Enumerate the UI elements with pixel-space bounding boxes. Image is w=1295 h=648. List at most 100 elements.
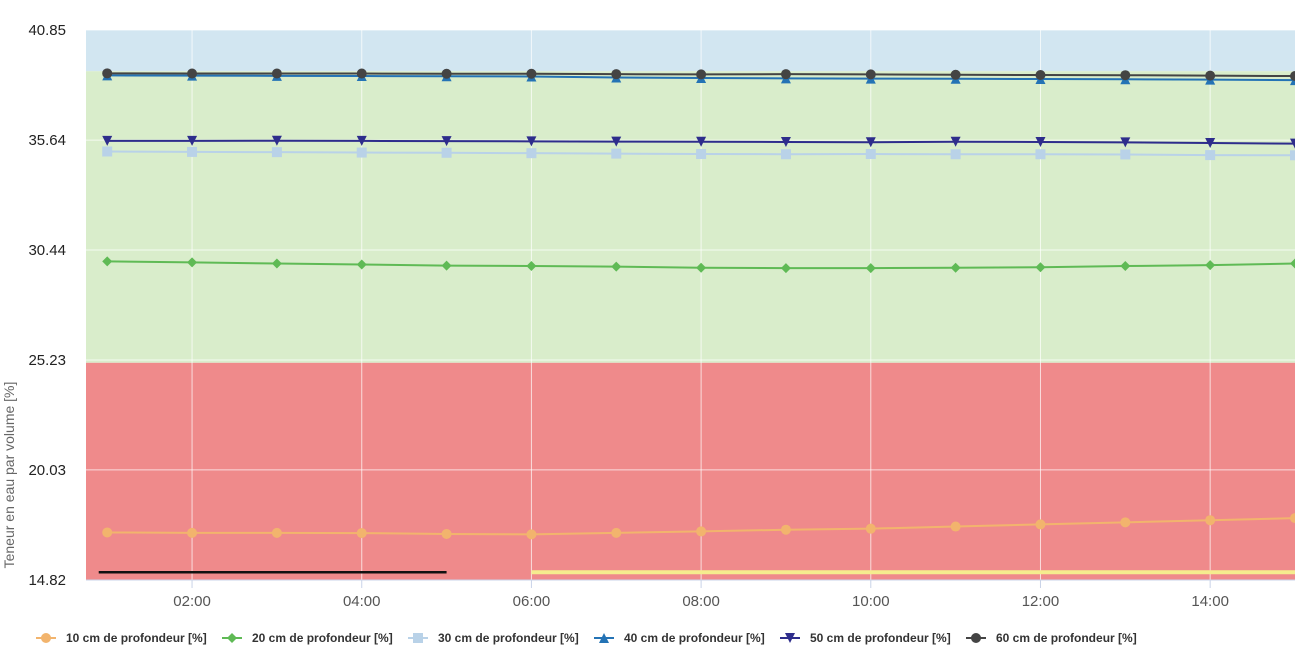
data-point — [526, 261, 537, 272]
data-point — [1035, 262, 1046, 273]
data-point — [187, 146, 198, 157]
legend-item-6: 60 cm de profondeur [%] — [966, 631, 1137, 645]
data-point — [1035, 149, 1046, 160]
data-point — [441, 147, 452, 158]
legend-label: 40 cm de profondeur [%] — [624, 631, 765, 645]
data-point — [696, 136, 707, 147]
data-point — [102, 256, 113, 267]
data-point — [441, 528, 452, 539]
data-point — [1290, 138, 1295, 149]
y-tick-label: 20.03 — [28, 462, 66, 479]
data-point — [611, 148, 622, 159]
data-point — [780, 136, 791, 147]
legend-label: 60 cm de profondeur [%] — [996, 631, 1137, 645]
data-point — [187, 257, 198, 268]
x-tick-label: 08:00 — [682, 593, 720, 610]
data-point — [271, 527, 282, 538]
legend-marker — [41, 633, 51, 643]
data-point — [865, 137, 876, 148]
threshold-bands — [86, 30, 1295, 580]
data-point — [187, 527, 198, 538]
legend-item-1: 10 cm de profondeur [%] — [36, 631, 207, 645]
data-point — [865, 523, 876, 534]
data-point — [1120, 70, 1131, 81]
x-tick-label: 04:00 — [343, 593, 381, 610]
data-point — [356, 528, 367, 539]
y-tick-label: 35.64 — [28, 132, 66, 149]
legend-label: 20 cm de profondeur [%] — [252, 631, 393, 645]
series-2 — [102, 256, 1295, 274]
data-point — [102, 146, 113, 157]
data-point — [1205, 70, 1216, 81]
data-point — [780, 149, 791, 160]
data-point — [441, 260, 452, 271]
data-point — [780, 69, 791, 80]
data-point — [1035, 136, 1046, 147]
data-point — [1290, 150, 1295, 161]
data-point — [1205, 138, 1216, 149]
series-1 — [102, 513, 1295, 540]
y-tick-label: 40.85 — [28, 22, 66, 39]
data-point — [611, 261, 622, 272]
x-tick-label: 02:00 — [173, 593, 211, 610]
data-point — [271, 147, 282, 158]
x-tick-label: 10:00 — [852, 593, 890, 610]
data-point — [950, 136, 961, 147]
data-point — [441, 136, 452, 147]
data-point — [1290, 75, 1295, 86]
y-tick-label: 30.44 — [28, 242, 66, 259]
data-point — [526, 136, 537, 147]
y-tick-label: 25.23 — [28, 352, 66, 369]
data-point — [356, 68, 367, 79]
x-axis: 02:00 04:00 06:00 08:00 10:00 12:00 14:00 — [86, 579, 1295, 610]
legend-label: 30 cm de profondeur [%] — [438, 631, 579, 645]
legend-marker — [785, 633, 795, 643]
data-point — [611, 69, 622, 80]
data-point — [1205, 260, 1216, 271]
data-point — [1120, 137, 1131, 148]
band-1 — [86, 71, 1295, 363]
data-point — [102, 68, 113, 79]
y-tick-label: 14.82 — [28, 572, 66, 589]
x-tick-label: 12:00 — [1022, 593, 1060, 610]
data-point — [102, 527, 113, 538]
x-tick-label: 14:00 — [1191, 593, 1229, 610]
data-point — [526, 68, 537, 79]
data-point — [611, 136, 622, 147]
data-point — [271, 135, 282, 146]
data-point — [356, 135, 367, 146]
data-point — [526, 148, 537, 159]
y-axis: 40.85 35.64 30.44 25.23 20.03 14.82 — [28, 22, 66, 589]
data-point — [187, 68, 198, 79]
data-point — [1120, 517, 1131, 528]
data-point — [950, 149, 961, 160]
x-tick-label: 06:00 — [513, 593, 551, 610]
legend-label: 50 cm de profondeur [%] — [810, 631, 951, 645]
data-point — [696, 262, 707, 273]
band-0 — [86, 30, 1295, 72]
data-point — [1035, 70, 1046, 81]
legend-marker — [413, 633, 423, 643]
data-point — [780, 263, 791, 274]
data-point — [1290, 71, 1295, 82]
data-point — [950, 69, 961, 80]
data-point — [102, 135, 113, 146]
data-point — [1035, 519, 1046, 530]
legend: 10 cm de profondeur [%] 20 cm de profonde… — [36, 631, 1137, 645]
y-axis-title: Teneur en eau par volume [%] — [1, 382, 17, 569]
data-point — [1205, 515, 1216, 526]
data-point — [187, 135, 198, 146]
data-point — [271, 258, 282, 269]
legend-label: 10 cm de profondeur [%] — [66, 631, 207, 645]
data-point — [696, 69, 707, 80]
data-point — [780, 524, 791, 535]
data-point — [271, 68, 282, 79]
data-point — [611, 527, 622, 538]
data-point — [865, 263, 876, 274]
legend-marker — [599, 633, 609, 643]
series-lines — [102, 68, 1295, 540]
series-3 — [102, 146, 1295, 161]
data-point — [696, 149, 707, 160]
data-point — [1290, 513, 1295, 524]
